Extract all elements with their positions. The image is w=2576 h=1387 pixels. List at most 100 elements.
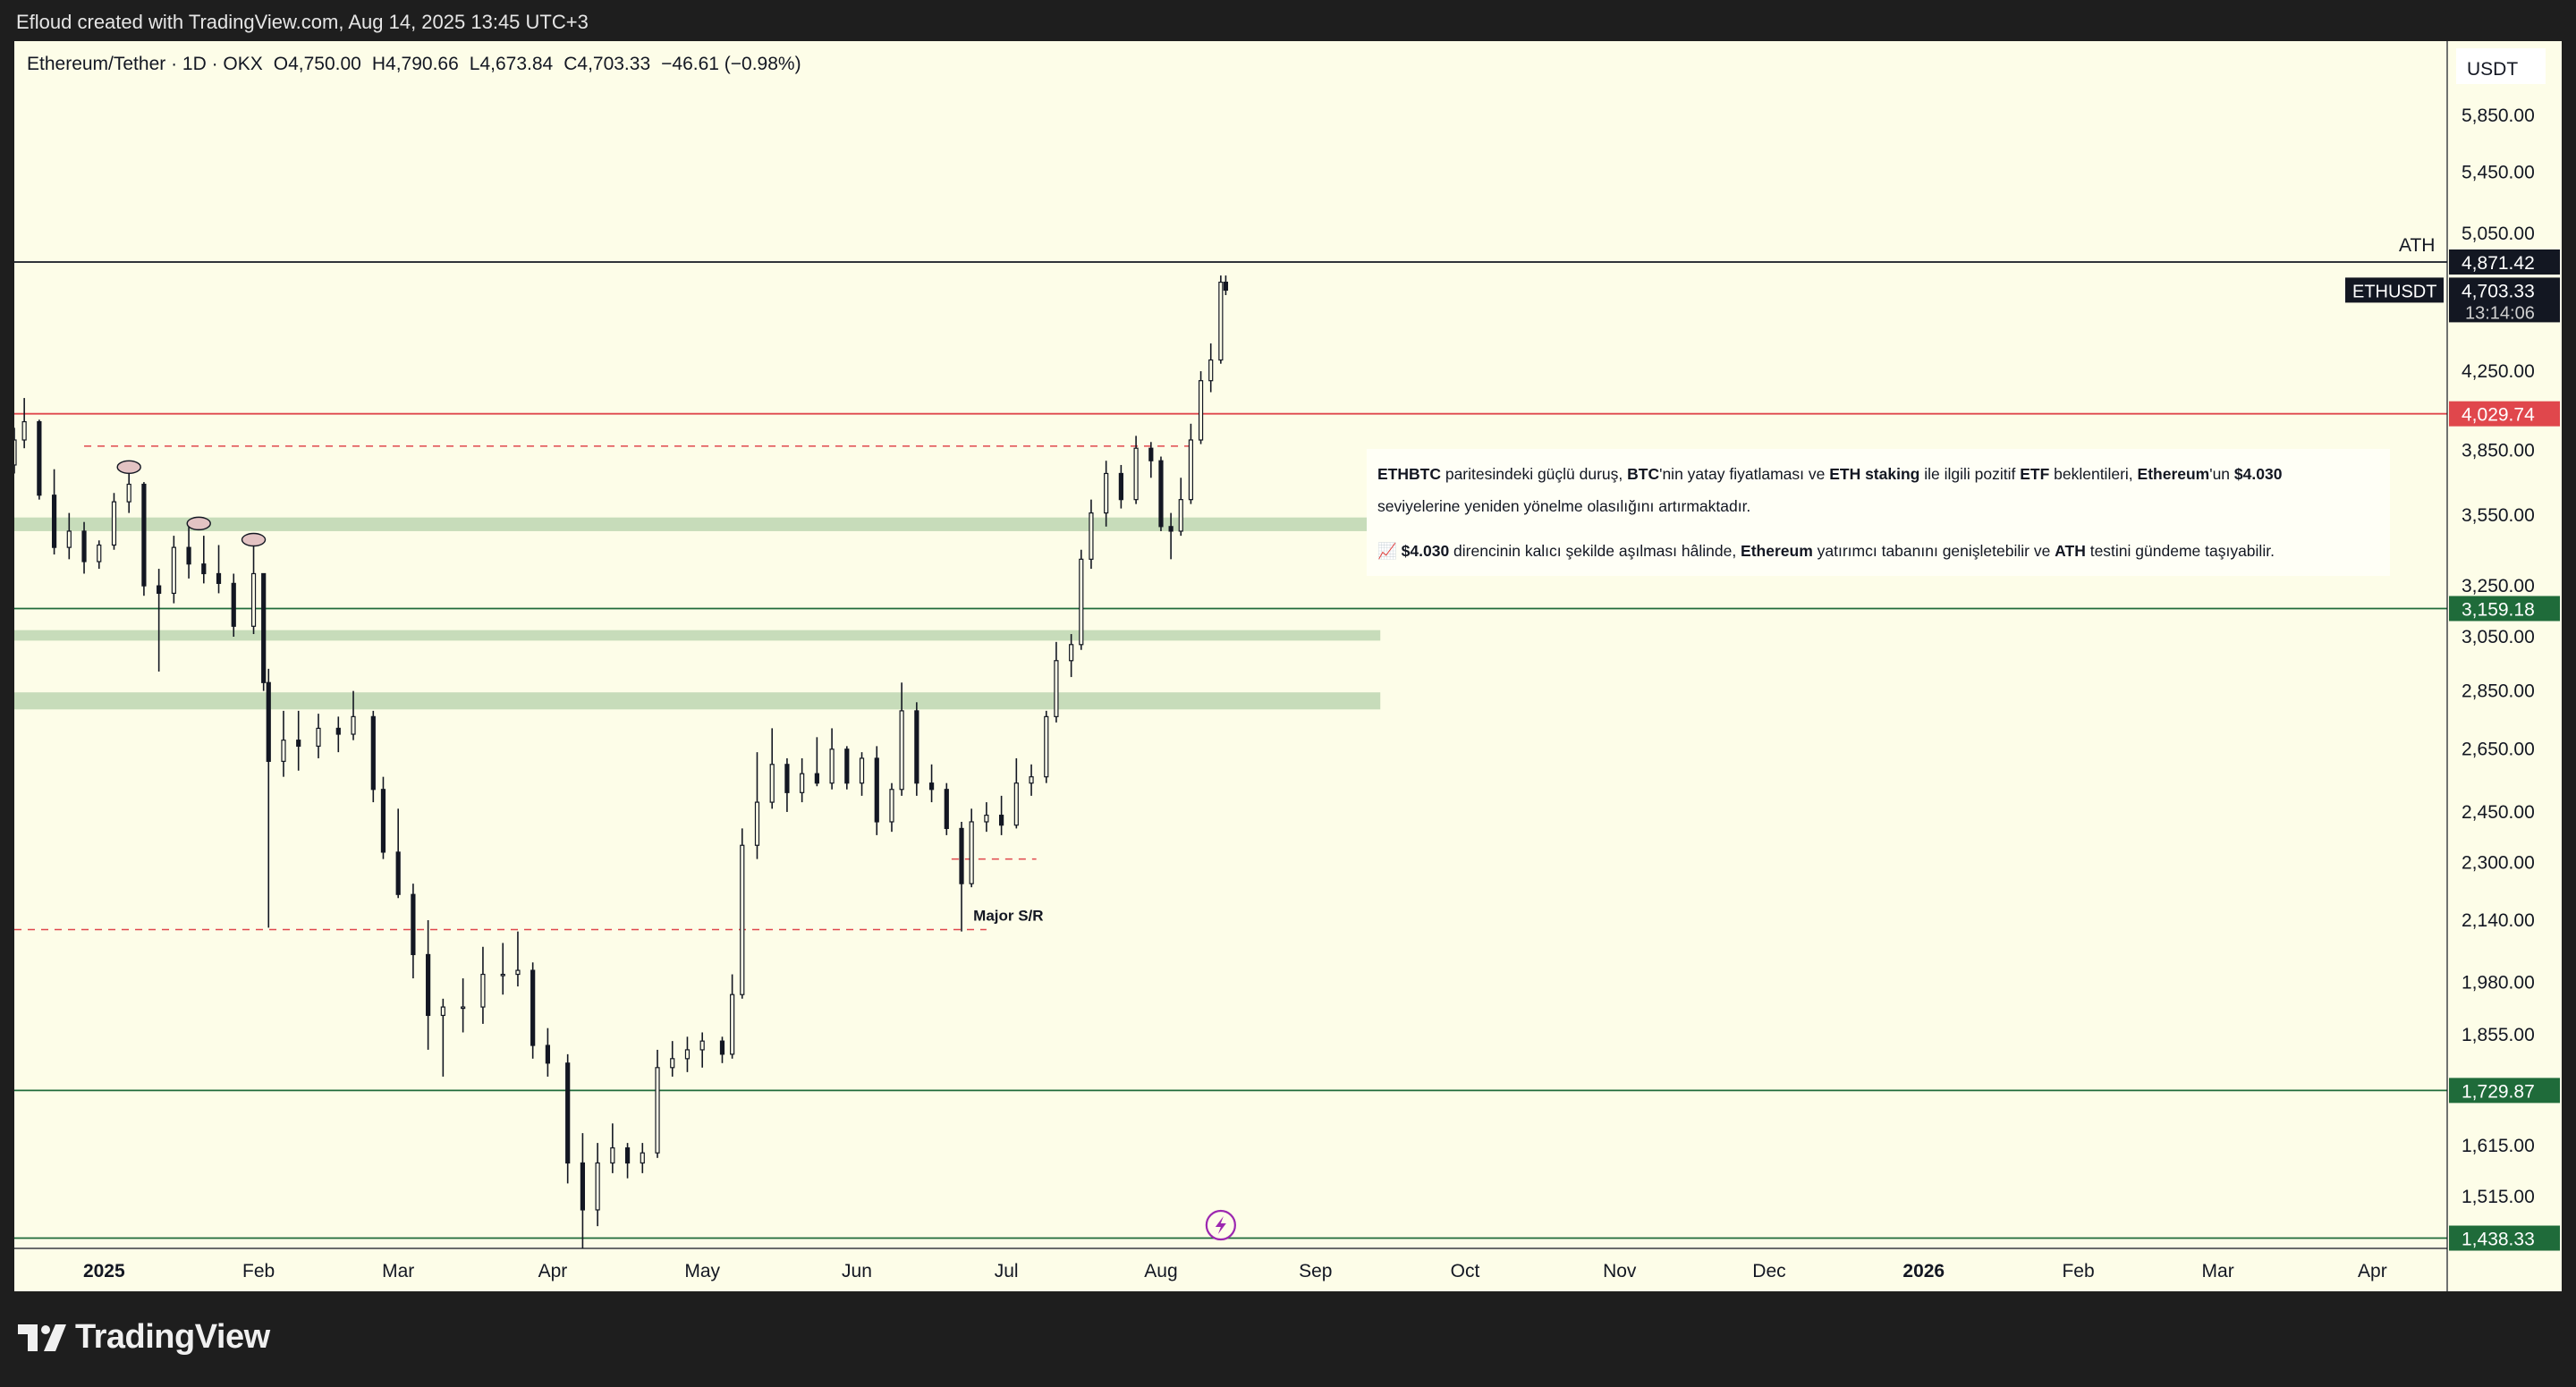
price-tag[interactable] [2449,1078,2560,1104]
y-tick-label: 1,855.00 [2462,1025,2535,1045]
candle-body [640,1152,645,1164]
tradingview-logo[interactable]: TradingView [18,1318,270,1357]
x-tick-label: Jul [995,1261,1019,1281]
y-tick-label: 2,300.00 [2462,852,2535,873]
candle-body [380,789,386,853]
countdown-label: 13:14:06 [2465,303,2535,323]
x-tick-label: Mar [382,1261,414,1281]
candle-body [296,740,301,747]
candle-body [126,483,131,503]
x-tick-label: 2026 [1902,1261,1945,1281]
major-sr-label: Major S/R [973,908,1043,925]
candle-body [784,764,790,793]
y-tick-label: 5,450.00 [2462,163,2535,183]
candle-body [914,710,919,784]
candle-body [1044,715,1049,778]
candle-body [829,748,835,784]
price-tag[interactable] [2449,249,2560,275]
candle-body [730,994,735,1055]
candle-body [754,801,760,846]
ohlc-change: −46.61 (−0.98%) [661,54,801,74]
symbol-tag[interactable] [2345,277,2444,303]
candle-body [844,748,850,784]
candle-body [261,572,267,683]
candle-body [814,773,819,784]
candle-body [1089,512,1094,560]
candle-body [580,1162,586,1211]
price-chart[interactable]: ATH Major S/R USDT 1,515.00 1,615.00 1,729.87… [14,41,2562,1291]
pivot-high-marker[interactable] [241,532,267,547]
note-paragraph-1-line-2: seviyelerine yeniden yönelme olasılığını… [1377,497,1751,515]
price-tag[interactable] [2449,277,2560,323]
candle-body [944,789,949,830]
candle-body [111,501,117,546]
price-tag[interactable] [2449,596,2560,622]
candle-body [928,782,935,791]
y-tick-label: 1,515.00 [2462,1187,2535,1207]
candle-body [395,851,401,895]
candle-body [859,757,865,784]
candle-body [1148,447,1154,461]
candle-body [719,1040,725,1055]
ohlc-low: L4,673.84 [469,54,554,74]
note-paragraph-1: ETHBTC paritesindeki güçlü duruş, BTC'ni… [1377,458,2379,490]
candle-body [266,681,271,762]
candle-body [545,1044,550,1064]
y-tick-label: 2,140.00 [2462,910,2535,931]
candle-body [335,727,341,735]
x-tick-label: Apr [538,1261,568,1281]
x-tick-label: Apr [2358,1261,2387,1281]
candle-body [37,420,42,496]
candle-body [1218,281,1224,361]
y-tick-label: 3,550.00 [2462,505,2535,526]
candle-body [1104,472,1109,514]
note-p2-part: ATH [2055,542,2086,560]
y-tick-label: 2,650.00 [2462,740,2535,760]
candle-body [1168,526,1174,532]
x-tick-label: Mar [2202,1261,2234,1281]
y-tick-label: 3,250.00 [2462,576,2535,596]
x-tick-label: Jun [842,1261,872,1281]
candle-body [1079,558,1084,646]
currency-box[interactable] [2456,48,2546,84]
note-p1-part: beklentileri, [2049,465,2138,483]
ohlc-close: C4,703.33 [564,54,651,74]
pivot-high-marker[interactable] [186,516,211,531]
note-p1-part: ile ilgili pozitif [1919,465,2021,483]
y-tick-label: 5,850.00 [2462,106,2535,126]
symbol-title: Ethereum/Tether · 1D · OKX [27,54,263,74]
candle-body [1198,380,1204,441]
note-p1-part: paritesindeki güçlü duruş, [1440,465,1628,483]
candle-body [500,973,505,977]
price-tag-label: 1,438.33 [2462,1230,2535,1250]
ohlc-open: O4,750.00 [273,54,361,74]
candle-body [1223,281,1229,292]
x-tick-label: Aug [1144,1261,1177,1281]
symbol-legend: Ethereum/Tether · 1D · OKX O4,750.00 H4,79… [27,54,812,75]
candle-body [530,969,536,1046]
analysis-note: ETHBTC paritesindeki güçlü duruş, BTC'ni… [1367,449,2390,576]
candle-body [411,893,416,956]
support-resistance-zone[interactable] [14,692,1381,710]
candle-body [769,764,775,803]
y-tick-label: 3,850.00 [2462,441,2535,461]
candle-body [186,546,191,565]
candle-body [426,953,431,1017]
candle-body [461,1006,466,1010]
price-tag[interactable] [2449,1225,2560,1251]
note-p1-part: ETH staking [1829,465,1920,483]
candle-body [740,844,745,995]
price-tag-label: 4,029.74 [2462,405,2535,426]
x-tick-label: Nov [1603,1261,1637,1281]
pivot-high-marker[interactable] [116,460,141,474]
y-tick-label: 1,615.00 [2462,1136,2535,1156]
support-resistance-zone[interactable] [14,517,1376,531]
chart-area[interactable]: ATH Major S/R USDT 1,515.00 1,615.00 1,729.87… [14,41,2562,1291]
top-bar: Efloud created with TradingView.com, Aug… [0,0,2576,41]
candle-body [201,563,207,575]
price-tag[interactable] [2449,401,2560,427]
support-resistance-zone[interactable] [14,630,1381,641]
x-tick-label: 2025 [83,1261,125,1281]
x-tick-label: Oct [1451,1261,1480,1281]
y-tick-label: 3,050.00 [2462,627,2535,647]
